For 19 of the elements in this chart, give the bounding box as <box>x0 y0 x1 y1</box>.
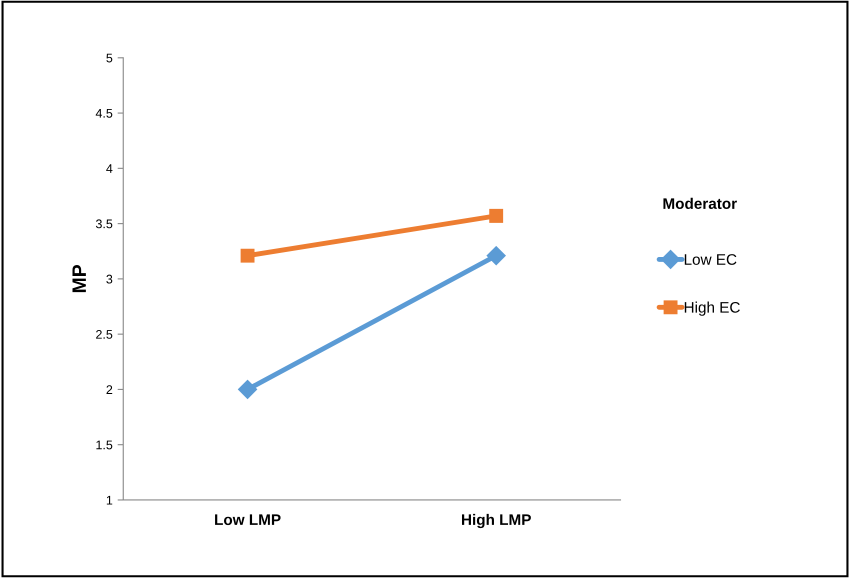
legend-label: Low EC <box>684 254 736 265</box>
y-tick-label: 1 <box>106 496 112 504</box>
y-tick-label: 2 <box>106 385 112 394</box>
x-tick-label: Low LMP <box>215 514 281 526</box>
point <box>486 246 506 266</box>
y-tick-label: 4.5 <box>96 109 112 118</box>
point <box>240 248 255 263</box>
y-tick-label: 2.5 <box>96 330 112 339</box>
y-tick-label: 3 <box>106 274 112 284</box>
y-tick-label: 3.5 <box>96 219 112 228</box>
point <box>238 380 258 399</box>
point <box>489 208 504 223</box>
y-axis-title: MP <box>72 264 86 292</box>
y-tick-label: 5 <box>106 54 112 62</box>
legend-title: Moderator <box>663 198 737 209</box>
x-tick-label: High LMP <box>462 514 531 528</box>
legend-label: High EC <box>684 302 740 316</box>
y-tick-label: 1.5 <box>96 440 112 450</box>
y-tick-label: 4 <box>106 164 112 173</box>
